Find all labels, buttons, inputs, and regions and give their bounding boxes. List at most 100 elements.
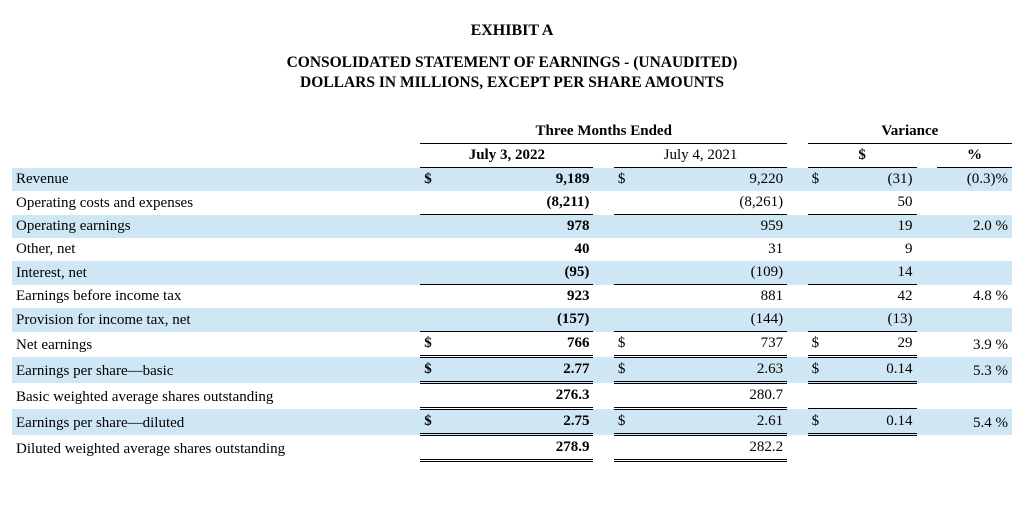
col1-symbol xyxy=(420,285,447,309)
variance-percent: 2.0 % xyxy=(937,215,1012,239)
col1-value: (8,211) xyxy=(447,191,594,215)
table-row: Operating costs and expenses(8,211)(8,26… xyxy=(12,191,1012,215)
col1-symbol: $ xyxy=(420,357,447,383)
col1-value: 923 xyxy=(447,285,594,309)
table-row: Diluted weighted average shares outstand… xyxy=(12,435,1012,461)
variance-dollar-symbol: $ xyxy=(808,357,835,383)
col2-value: 959 xyxy=(641,215,788,239)
col1-value: 276.3 xyxy=(447,383,594,409)
col2-value: (144) xyxy=(641,308,788,332)
col1-value: 766 xyxy=(447,332,594,357)
col2-value: 2.61 xyxy=(641,409,788,435)
var-dollar-header: $ xyxy=(808,144,917,168)
exhibit-title: EXHIBIT A xyxy=(12,22,1012,40)
variance-dollar-symbol xyxy=(808,191,835,215)
row-label: Provision for income tax, net xyxy=(12,308,420,332)
header-row-2: July 3, 2022 July 4, 2021 $ % xyxy=(12,144,1012,168)
variance-dollar-symbol: $ xyxy=(808,409,835,435)
period-header: Three Months Ended xyxy=(420,120,787,144)
variance-percent xyxy=(937,261,1012,285)
col1-symbol xyxy=(420,191,447,215)
col2-symbol xyxy=(614,383,641,409)
variance-dollar-symbol: $ xyxy=(808,332,835,357)
variance-dollar-value: 50 xyxy=(834,191,916,215)
col1-symbol xyxy=(420,261,447,285)
col2-value: 2.63 xyxy=(641,357,788,383)
col1-value: 9,189 xyxy=(447,168,594,192)
col1-value: 2.77 xyxy=(447,357,594,383)
col1-symbol xyxy=(420,435,447,461)
col1-symbol xyxy=(420,308,447,332)
col2-header: July 4, 2021 xyxy=(614,144,787,168)
col2-symbol xyxy=(614,191,641,215)
table-row: Operating earnings978959192.0 % xyxy=(12,215,1012,239)
col2-symbol xyxy=(614,238,641,261)
variance-dollar-symbol xyxy=(808,285,835,309)
col2-symbol: $ xyxy=(614,168,641,192)
variance-dollar-value: 29 xyxy=(834,332,916,357)
col2-value: 737 xyxy=(641,332,788,357)
table-row: Earnings per share—basic$2.77$2.63$0.145… xyxy=(12,357,1012,383)
variance-percent xyxy=(937,308,1012,332)
variance-dollar-value xyxy=(834,435,916,461)
variance-dollar-value: 42 xyxy=(834,285,916,309)
variance-dollar-symbol xyxy=(808,308,835,332)
col1-symbol: $ xyxy=(420,409,447,435)
variance-percent xyxy=(937,238,1012,261)
variance-dollar-value: 0.14 xyxy=(834,409,916,435)
variance-dollar-value xyxy=(834,383,916,409)
table-row: Net earnings$766$737$293.9 % xyxy=(12,332,1012,357)
table-row: Other, net40319 xyxy=(12,238,1012,261)
variance-dollar-value: 0.14 xyxy=(834,357,916,383)
title-block: EXHIBIT A CONSOLIDATED STATEMENT OF EARN… xyxy=(12,22,1012,92)
variance-dollar-symbol xyxy=(808,238,835,261)
col1-value: 2.75 xyxy=(447,409,594,435)
row-label: Earnings per share—basic xyxy=(12,357,420,383)
variance-percent: 5.3 % xyxy=(937,357,1012,383)
table-row: Earnings per share—diluted$2.75$2.61$0.1… xyxy=(12,409,1012,435)
col2-symbol: $ xyxy=(614,357,641,383)
col1-symbol xyxy=(420,238,447,261)
variance-percent xyxy=(937,383,1012,409)
variance-dollar-symbol xyxy=(808,383,835,409)
col1-value: 278.9 xyxy=(447,435,594,461)
col1-value: 978 xyxy=(447,215,594,239)
table-row: Provision for income tax, net (157) (144) (… xyxy=(12,308,1012,332)
col1-symbol: $ xyxy=(420,332,447,357)
row-label: Basic weighted average shares outstandin… xyxy=(12,383,420,409)
variance-dollar-symbol xyxy=(808,215,835,239)
row-label: Earnings before income tax xyxy=(12,285,420,309)
header-row-1: Three Months Ended Variance xyxy=(12,120,1012,144)
table-row: Earnings before income tax923881424.8 % xyxy=(12,285,1012,309)
statement-title: CONSOLIDATED STATEMENT OF EARNINGS - (UN… xyxy=(12,54,1012,72)
variance-dollar-symbol xyxy=(808,261,835,285)
col2-symbol xyxy=(614,285,641,309)
units-title: DOLLARS IN MILLIONS, EXCEPT PER SHARE AM… xyxy=(12,74,1012,92)
col1-value: (95) xyxy=(447,261,594,285)
variance-percent: 3.9 % xyxy=(937,332,1012,357)
variance-dollar-value: (13) xyxy=(834,308,916,332)
col1-header: July 3, 2022 xyxy=(420,144,593,168)
col1-symbol: $ xyxy=(420,168,447,192)
row-label: Other, net xyxy=(12,238,420,261)
table-row: Revenue$9,189$9,220$(31)(0.3)% xyxy=(12,168,1012,192)
var-percent-header: % xyxy=(937,144,1012,168)
variance-dollar-value: 9 xyxy=(834,238,916,261)
row-label: Interest, net xyxy=(12,261,420,285)
col1-value: 40 xyxy=(447,238,594,261)
row-label: Operating earnings xyxy=(12,215,420,239)
variance-header: Variance xyxy=(808,120,1012,144)
col2-value: 881 xyxy=(641,285,788,309)
variance-percent: (0.3)% xyxy=(937,168,1012,192)
row-label: Diluted weighted average shares outstand… xyxy=(12,435,420,461)
col1-symbol xyxy=(420,215,447,239)
col1-symbol xyxy=(420,383,447,409)
col2-value: 9,220 xyxy=(641,168,788,192)
col2-value: 280.7 xyxy=(641,383,788,409)
col2-symbol: $ xyxy=(614,332,641,357)
col1-value: (157) xyxy=(447,308,594,332)
col2-symbol xyxy=(614,435,641,461)
row-label: Operating costs and expenses xyxy=(12,191,420,215)
col2-value: 282.2 xyxy=(641,435,788,461)
variance-dollar-value: 14 xyxy=(834,261,916,285)
